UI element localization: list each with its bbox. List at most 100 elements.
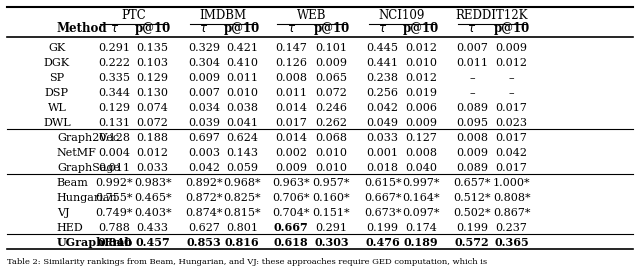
Text: NetMF: NetMF <box>57 148 97 158</box>
Text: 0.874*: 0.874* <box>185 208 223 218</box>
Text: 0.983*: 0.983* <box>134 178 172 188</box>
Text: 0.007: 0.007 <box>188 88 220 98</box>
Text: $\tau$: $\tau$ <box>467 22 477 35</box>
Text: 0.012: 0.012 <box>405 43 437 53</box>
Text: 0.147: 0.147 <box>275 43 307 53</box>
Text: $\tau$: $\tau$ <box>378 22 387 35</box>
Text: 0.019: 0.019 <box>405 88 437 98</box>
Text: 0.143: 0.143 <box>226 148 258 158</box>
Text: 0.011: 0.011 <box>99 163 131 173</box>
Text: 0.755*: 0.755* <box>95 193 133 203</box>
Text: 0.151*: 0.151* <box>313 208 350 218</box>
Text: IMDBM: IMDBM <box>200 9 246 22</box>
Text: 0.008: 0.008 <box>405 148 437 158</box>
Text: 0.706*: 0.706* <box>273 193 310 203</box>
Text: 0.441: 0.441 <box>367 58 399 68</box>
Text: 0.065: 0.065 <box>316 73 348 83</box>
Text: 0.017: 0.017 <box>495 133 527 143</box>
Text: 0.572: 0.572 <box>454 237 490 248</box>
Text: DWL: DWL <box>43 118 70 128</box>
Text: 0.009: 0.009 <box>275 163 307 173</box>
Text: 0.808*: 0.808* <box>493 193 531 203</box>
Text: 0.059: 0.059 <box>226 163 258 173</box>
Text: 0.256: 0.256 <box>367 88 399 98</box>
Text: 0.049: 0.049 <box>367 118 399 128</box>
Text: 0.238: 0.238 <box>367 73 399 83</box>
Text: –: – <box>469 88 475 98</box>
Text: 0.002: 0.002 <box>275 148 307 158</box>
Text: 0.017: 0.017 <box>495 103 527 113</box>
Text: 0.344: 0.344 <box>99 88 131 98</box>
Text: 0.174: 0.174 <box>405 223 437 233</box>
Text: 0.033: 0.033 <box>367 133 399 143</box>
Text: 0.042: 0.042 <box>367 103 399 113</box>
Text: 0.129: 0.129 <box>99 103 131 113</box>
Text: 0.008: 0.008 <box>275 73 307 83</box>
Text: 0.788: 0.788 <box>99 223 131 233</box>
Text: 0.034: 0.034 <box>188 103 220 113</box>
Text: 0.011: 0.011 <box>226 73 258 83</box>
Text: 0.801: 0.801 <box>226 223 258 233</box>
Text: 0.003: 0.003 <box>188 148 220 158</box>
Text: 0.012: 0.012 <box>137 148 169 158</box>
Text: WEB: WEB <box>296 9 326 22</box>
Text: 0.199: 0.199 <box>367 223 399 233</box>
Text: 0.089: 0.089 <box>456 103 488 113</box>
Text: 0.867*: 0.867* <box>493 208 531 218</box>
Text: 0.012: 0.012 <box>495 58 527 68</box>
Text: 0.476: 0.476 <box>365 237 400 248</box>
Text: 0.457: 0.457 <box>135 237 170 248</box>
Text: 0.009: 0.009 <box>316 58 348 68</box>
Text: 0.010: 0.010 <box>316 163 348 173</box>
Text: 0.038: 0.038 <box>226 103 258 113</box>
Text: 0.892*: 0.892* <box>185 178 223 188</box>
Text: HED: HED <box>57 223 84 233</box>
Text: 0.095: 0.095 <box>456 118 488 128</box>
Text: 0.011: 0.011 <box>456 58 488 68</box>
Text: 0.068: 0.068 <box>316 133 348 143</box>
Text: $\tau$: $\tau$ <box>110 22 119 35</box>
Text: 0.968*: 0.968* <box>223 178 261 188</box>
Text: 0.335: 0.335 <box>99 73 131 83</box>
Text: 0.004: 0.004 <box>99 148 131 158</box>
Text: 0.023: 0.023 <box>495 118 527 128</box>
Text: Table 2: Similarity rankings from Beam, Hungarian, and VJ: these approaches requ: Table 2: Similarity rankings from Beam, … <box>7 258 487 266</box>
Text: 0.008: 0.008 <box>456 133 488 143</box>
Text: GK: GK <box>48 43 65 53</box>
Text: DSP: DSP <box>45 88 69 98</box>
Text: 0.127: 0.127 <box>405 133 437 143</box>
Text: Hungarian: Hungarian <box>57 193 118 203</box>
Text: REDDIT12K: REDDIT12K <box>456 9 528 22</box>
Text: 0.957*: 0.957* <box>313 178 350 188</box>
Text: 0.291: 0.291 <box>316 223 348 233</box>
Text: 0.816: 0.816 <box>225 237 259 248</box>
Text: 0.615*: 0.615* <box>364 178 401 188</box>
Text: 0.872*: 0.872* <box>185 193 223 203</box>
Text: 0.131: 0.131 <box>99 118 131 128</box>
Text: 0.222: 0.222 <box>99 58 131 68</box>
Text: 0.291: 0.291 <box>99 43 131 53</box>
Text: p@10: p@10 <box>403 22 439 35</box>
Text: PTC: PTC <box>121 9 146 22</box>
Text: 0.262: 0.262 <box>316 118 348 128</box>
Text: 0.667*: 0.667* <box>364 193 401 203</box>
Text: 0.072: 0.072 <box>316 88 348 98</box>
Text: 0.403*: 0.403* <box>134 208 172 218</box>
Text: 0.433: 0.433 <box>137 223 169 233</box>
Text: 0.017: 0.017 <box>495 163 527 173</box>
Text: 0.189: 0.189 <box>404 237 438 248</box>
Text: 0.074: 0.074 <box>137 103 168 113</box>
Text: 0.126: 0.126 <box>275 58 307 68</box>
Text: 0.840: 0.840 <box>97 237 132 248</box>
Text: 0.410: 0.410 <box>226 58 258 68</box>
Text: p@10: p@10 <box>493 22 530 35</box>
Text: 0.188: 0.188 <box>137 133 169 143</box>
Text: 0.041: 0.041 <box>226 118 258 128</box>
Text: 0.618: 0.618 <box>274 237 308 248</box>
Text: DGK: DGK <box>44 58 70 68</box>
Text: 0.815*: 0.815* <box>223 208 261 218</box>
Text: 0.042: 0.042 <box>188 163 220 173</box>
Text: 0.130: 0.130 <box>137 88 169 98</box>
Text: 0.018: 0.018 <box>367 163 399 173</box>
Text: 0.246: 0.246 <box>316 103 348 113</box>
